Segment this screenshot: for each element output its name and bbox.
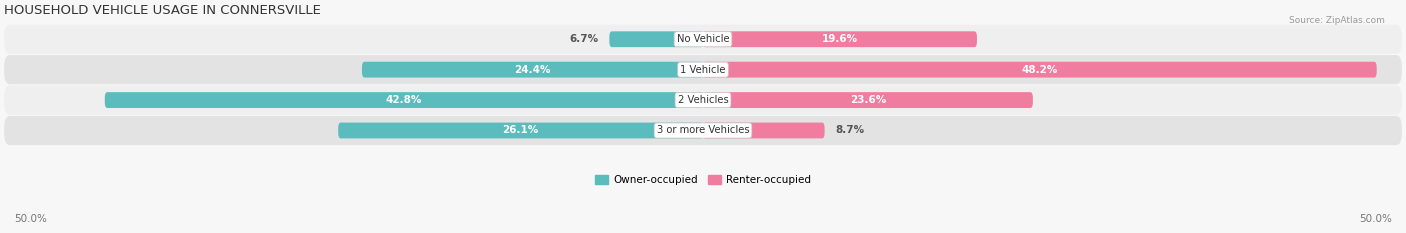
FancyBboxPatch shape [4,25,1402,54]
Text: 8.7%: 8.7% [835,126,865,136]
FancyBboxPatch shape [105,92,703,108]
FancyBboxPatch shape [703,92,1033,108]
FancyBboxPatch shape [4,116,1402,145]
Text: 1 Vehicle: 1 Vehicle [681,65,725,75]
Text: 2 Vehicles: 2 Vehicles [678,95,728,105]
Text: 26.1%: 26.1% [502,126,538,136]
Text: 48.2%: 48.2% [1022,65,1059,75]
Text: 6.7%: 6.7% [569,34,598,44]
Text: No Vehicle: No Vehicle [676,34,730,44]
Text: 50.0%: 50.0% [14,214,46,224]
Text: 19.6%: 19.6% [823,34,858,44]
FancyBboxPatch shape [703,123,824,138]
Text: 23.6%: 23.6% [849,95,886,105]
Legend: Owner-occupied, Renter-occupied: Owner-occupied, Renter-occupied [591,171,815,189]
Text: Source: ZipAtlas.com: Source: ZipAtlas.com [1289,16,1385,25]
FancyBboxPatch shape [339,123,703,138]
FancyBboxPatch shape [4,55,1402,84]
FancyBboxPatch shape [4,86,1402,115]
Text: HOUSEHOLD VEHICLE USAGE IN CONNERSVILLE: HOUSEHOLD VEHICLE USAGE IN CONNERSVILLE [4,4,321,17]
FancyBboxPatch shape [703,62,1376,78]
FancyBboxPatch shape [361,62,703,78]
Text: 42.8%: 42.8% [385,95,422,105]
FancyBboxPatch shape [609,31,703,47]
Text: 50.0%: 50.0% [1360,214,1392,224]
Text: 24.4%: 24.4% [515,65,551,75]
FancyBboxPatch shape [703,31,977,47]
Text: 3 or more Vehicles: 3 or more Vehicles [657,126,749,136]
